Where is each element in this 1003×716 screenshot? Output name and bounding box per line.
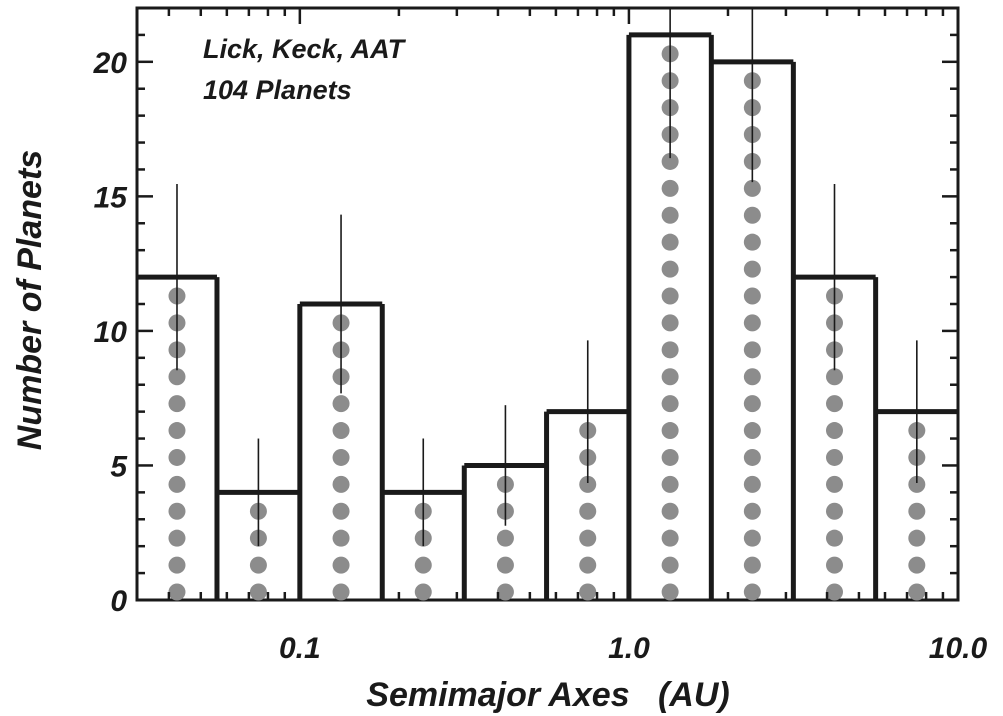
y-axis-title: Number of Planets <box>11 150 49 450</box>
planet-dot <box>826 475 844 493</box>
planet-dot <box>661 314 679 332</box>
planet-dot <box>908 502 926 520</box>
planet-dot <box>826 395 844 413</box>
planet-dot <box>826 529 844 547</box>
x-tick-labels: 0.1 1.0 10.0 <box>279 632 988 665</box>
planet-dot <box>743 556 761 574</box>
planet-dot <box>168 475 186 493</box>
planet-dot <box>661 395 679 413</box>
planet-dot <box>332 556 350 574</box>
planet-dot <box>826 583 844 601</box>
planet-dot <box>826 502 844 520</box>
planet-dot <box>826 448 844 466</box>
error-bars-layer <box>176 8 918 547</box>
planet-dot <box>743 502 761 520</box>
bars-layer <box>137 32 958 600</box>
x-tick-label: 10.0 <box>929 632 988 665</box>
planet-dot <box>743 475 761 493</box>
planet-dot <box>168 368 186 386</box>
planet-dot <box>168 422 186 440</box>
planet-dot <box>332 583 350 601</box>
planet-dot <box>743 287 761 305</box>
planet-dot <box>168 395 186 413</box>
y-tick-label: 20 <box>93 47 128 80</box>
planet-dot <box>496 556 514 574</box>
planet-dot <box>496 529 514 547</box>
y-tick-label: 0 <box>110 585 127 618</box>
planet-dot <box>661 233 679 251</box>
planet-dot <box>579 556 597 574</box>
planet-dot <box>743 260 761 278</box>
planet-dot <box>661 502 679 520</box>
planet-dot <box>332 529 350 547</box>
planet-dot <box>661 260 679 278</box>
y-tick-label: 10 <box>94 316 128 349</box>
y-tick-label: 15 <box>94 181 129 214</box>
y-tick-label: 5 <box>110 450 128 483</box>
planet-dot <box>826 556 844 574</box>
planet-dot <box>743 422 761 440</box>
planet-dot <box>743 583 761 601</box>
planet-dot <box>661 529 679 547</box>
planet-dot <box>743 368 761 386</box>
planet-dot <box>168 529 186 547</box>
planet-dot <box>826 368 844 386</box>
annotation-surveys: Lick, Keck, AAT <box>203 34 407 64</box>
planet-dot <box>743 529 761 547</box>
planet-dot <box>661 422 679 440</box>
planet-dot <box>332 395 350 413</box>
planet-dot <box>661 341 679 359</box>
x-axis-title: Semimajor Axes (AU) <box>366 676 729 714</box>
planet-dot <box>414 583 432 601</box>
planet-dot <box>661 556 679 574</box>
planet-dot <box>743 341 761 359</box>
dots-layer <box>168 45 926 601</box>
planet-dot <box>743 448 761 466</box>
ticks-layer <box>137 6 960 602</box>
planet-dot <box>249 556 267 574</box>
planet-dot <box>168 448 186 466</box>
planet-dot <box>743 233 761 251</box>
planet-dot <box>661 583 679 601</box>
planet-dot <box>168 556 186 574</box>
planet-dot <box>743 395 761 413</box>
annotation-planet-count: 104 Planets <box>203 75 352 105</box>
planet-dot <box>743 179 761 197</box>
planet-dot <box>661 287 679 305</box>
planet-dot <box>826 422 844 440</box>
planet-dot <box>249 583 267 601</box>
x-tick-label: 1.0 <box>608 632 650 665</box>
planet-dot <box>414 556 432 574</box>
planet-dot <box>743 314 761 332</box>
planet-dot <box>661 368 679 386</box>
planet-dot <box>168 502 186 520</box>
planet-dot <box>908 475 926 493</box>
y-tick-labels: 0 5 10 15 20 <box>93 47 129 618</box>
x-tick-label: 0.1 <box>279 632 321 665</box>
planet-dot <box>908 583 926 601</box>
planet-dot <box>908 556 926 574</box>
planet-dot <box>661 448 679 466</box>
planet-dot <box>332 422 350 440</box>
planet-dot <box>579 475 597 493</box>
planet-dot <box>168 583 186 601</box>
planet-dot <box>661 179 679 197</box>
planet-dot <box>579 529 597 547</box>
planet-dot <box>332 502 350 520</box>
planet-dot <box>661 152 679 170</box>
planet-dot <box>661 206 679 224</box>
planet-dot <box>661 475 679 493</box>
planet-dot <box>332 448 350 466</box>
planet-dot <box>579 502 597 520</box>
planet-dot <box>332 475 350 493</box>
planet-dot <box>496 583 514 601</box>
planet-dot <box>908 529 926 547</box>
planet-dot <box>579 583 597 601</box>
planet-dot <box>743 206 761 224</box>
